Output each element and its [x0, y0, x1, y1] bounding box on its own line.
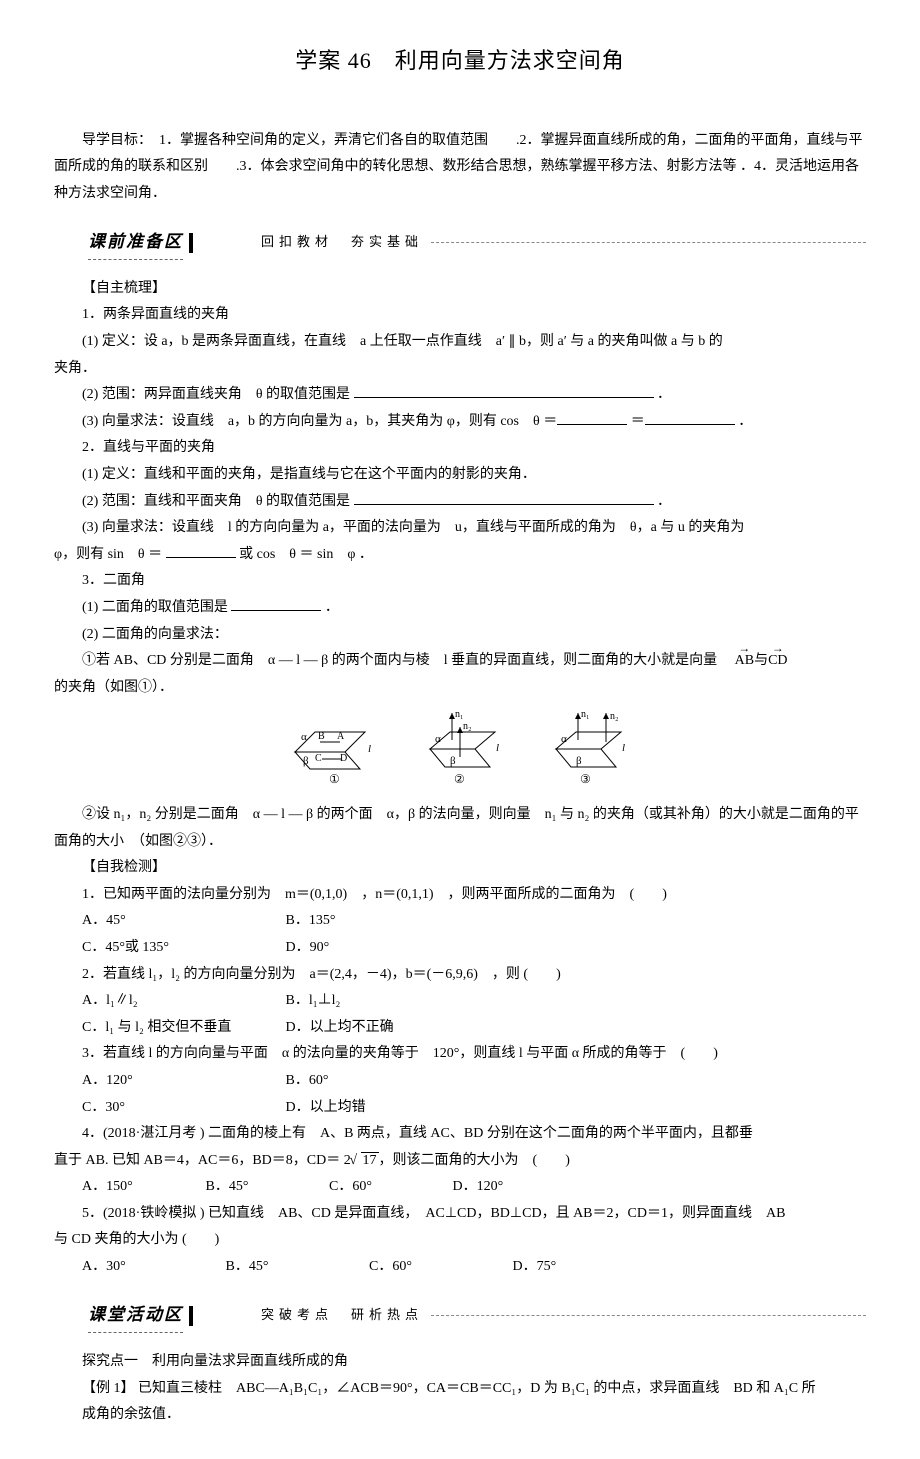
q1-option-d[interactable]: D．90°: [286, 935, 486, 962]
banner-subtitle: 突破考点 研析热点: [261, 1303, 423, 1328]
q2-stem: 2．若直线 l₁，l₂ 的方向向量分别为 a＝(2,4，－4)，b＝(－6,9,…: [82, 962, 866, 989]
s2-range: (2) 范围：直线和平面夹角 θ 的取值范围是 ．: [82, 489, 866, 516]
svg-text:α: α: [301, 731, 307, 743]
banner-classroom: 课堂活动区 突破考点 研析热点: [88, 1299, 866, 1333]
q3-option-b[interactable]: B．60°: [286, 1068, 486, 1095]
q4-option-c[interactable]: C．60°: [329, 1174, 449, 1201]
q4-option-a[interactable]: A．150°: [82, 1174, 202, 1201]
vector-cd: CD: [768, 648, 787, 675]
svg-text:β: β: [303, 755, 309, 767]
q1-option-b[interactable]: B．135°: [286, 908, 486, 935]
s1-def-line1: (1) 定义：设 a，b 是两条异面直线，在直线 a 上任取一点作直线 a′ ∥…: [54, 329, 866, 356]
banner-divider: [189, 1306, 193, 1326]
s2-vector-line1: (3) 向量求法：设直线 l 的方向向量为 a，平面的法向量为 u，直线与平面所…: [54, 515, 866, 542]
banner-dashed-line: [431, 1315, 866, 1316]
svg-text:β: β: [576, 755, 582, 767]
q1-option-c[interactable]: C．45°或 135°: [82, 935, 282, 962]
svg-text:n₁: n₁: [581, 709, 590, 720]
self-check-heading: 【自我检测】: [82, 855, 866, 882]
banner-box-label: 课堂活动区: [88, 1299, 183, 1333]
blank-field[interactable]: [354, 384, 654, 398]
svg-text:α: α: [435, 733, 441, 745]
q2-option-a[interactable]: A．l₁∥l₂: [82, 988, 282, 1015]
section-2-heading: 2．直线与平面的夹角: [82, 435, 866, 462]
s3-range: (1) 二面角的取值范围是 ．: [82, 595, 866, 622]
banner-preclass: 课前准备区 回扣教材 夯实基础: [88, 226, 866, 260]
q1-stem: 1．已知两平面的法向量分别为 m＝(0,1,0) ，n＝(0,1,1) ，则两平…: [82, 882, 866, 909]
section-1-heading: 1．两条异面直线的夹角: [82, 302, 866, 329]
q3-option-d[interactable]: D．以上均错: [286, 1095, 486, 1122]
svg-text:①: ①: [329, 772, 340, 785]
q4-option-d[interactable]: D．120°: [453, 1174, 573, 1201]
diagram-3: α β n₁ n₂ l ③: [526, 707, 636, 785]
svg-text:n₁: n₁: [455, 709, 464, 720]
banner-divider: [189, 233, 193, 253]
q5-option-a[interactable]: A．30°: [82, 1254, 222, 1281]
blank-field[interactable]: [645, 411, 735, 425]
q5-option-b[interactable]: B．45°: [226, 1254, 366, 1281]
q4-stem-line1: 4．(2018·湛江月考 ) 二面角的棱上有 A、B 两点，直线 AC、BD 分…: [54, 1121, 866, 1148]
s3-method-1: ①若 AB、CD 分别是二面角 α — l — β 的两个面内与棱 l 垂直的异…: [54, 648, 866, 675]
svg-text:l: l: [622, 742, 625, 754]
svg-text:l: l: [496, 742, 499, 754]
vector-ab: AB: [735, 648, 754, 675]
example-1-line2: 成角的余弦值．: [82, 1402, 866, 1429]
s3-method-2: ②设 n₁，n₂ 分别是二面角 α — l — β 的两个面 α，β 的法向量，…: [54, 802, 866, 855]
q1-option-a[interactable]: A．45°: [82, 908, 282, 935]
svg-text:α: α: [561, 733, 567, 745]
diagram-1: α β B A C D l ①: [285, 707, 385, 785]
example-1-line1: 【例 1】 已知直三棱柱 ABC—A₁B₁C₁，∠ACB＝90°，CA＝CB＝C…: [82, 1376, 866, 1403]
svg-text:l: l: [368, 743, 371, 755]
q5-option-c[interactable]: C．60°: [369, 1254, 509, 1281]
diagram-2: α β n₁ n₂ l ②: [400, 707, 510, 785]
s1-def-line2: 夹角．: [54, 356, 866, 383]
q5-stem-line2: 与 CD 夹角的大小为 ( ): [54, 1227, 866, 1254]
q2-option-c[interactable]: C．l₁ 与 l₂ 相交但不垂直: [82, 1015, 282, 1042]
q2-option-b[interactable]: B．l₁⊥l₂: [286, 988, 486, 1015]
s2-vector-line2: φ，则有 sin θ ＝ 或 cos θ ＝ sin φ ．: [54, 542, 866, 569]
dihedral-diagrams: α β B A C D l ① α β n₁ n₂ l ② α β n₁ n₂ …: [54, 707, 866, 796]
svg-text:B: B: [318, 731, 325, 742]
s1-vector-method: (3) 向量求法：设直线 a，b 的方向向量为 a，b，其夹角为 φ，则有 co…: [82, 409, 866, 436]
banner-box-label: 课前准备区: [88, 226, 183, 260]
self-study-heading: 【自主梳理】: [82, 276, 866, 303]
q3-option-a[interactable]: A．120°: [82, 1068, 282, 1095]
explore-1-heading: 探究点一 利用向量法求异面直线所成的角: [82, 1349, 866, 1376]
blank-field[interactable]: [231, 597, 321, 611]
q3-stem: 3．若直线 l 的方向向量与平面 α 的法向量的夹角等于 120°，则直线 l …: [82, 1041, 866, 1068]
svg-text:β: β: [450, 755, 456, 767]
svg-text:③: ③: [580, 772, 591, 785]
svg-text:A: A: [337, 731, 345, 742]
svg-text:C: C: [315, 753, 322, 764]
s2-def: (1) 定义：直线和平面的夹角，是指直线与它在这个平面内的射影的夹角．: [82, 462, 866, 489]
intro-paragraph: 导学目标： 1．掌握各种空间角的定义，弄清它们各自的取值范围 .2．掌握异面直线…: [54, 128, 866, 208]
blank-field[interactable]: [557, 411, 627, 425]
svg-text:n₂: n₂: [463, 721, 472, 732]
section-3-heading: 3．二面角: [82, 568, 866, 595]
q5-stem-line1: 5．(2018·铁岭模拟 ) 已知直线 AB、CD 是异面直线， AC⊥CD，B…: [54, 1201, 866, 1228]
q2-option-d[interactable]: D．以上均不正确: [286, 1015, 486, 1042]
blank-field[interactable]: [166, 544, 236, 558]
svg-text:n₂: n₂: [610, 711, 619, 722]
banner-dashed-line: [431, 242, 866, 243]
svg-text:D: D: [340, 753, 347, 764]
page-title: 学案 46 利用向量方法求空间角: [54, 40, 866, 82]
banner-subtitle: 回扣教材 夯实基础: [261, 230, 423, 255]
q5-option-d[interactable]: D．75°: [513, 1254, 653, 1281]
q4-stem-line2: 直于 AB. 已知 AB＝4，AC＝6，BD＝8，CD＝ 217，则该二面角的大…: [54, 1148, 866, 1175]
blank-field[interactable]: [354, 491, 654, 505]
q4-option-b[interactable]: B．45°: [206, 1174, 326, 1201]
s1-range: (2) 范围：两异面直线夹角 θ 的取值范围是 ．: [82, 382, 866, 409]
q3-option-c[interactable]: C．30°: [82, 1095, 282, 1122]
svg-text:②: ②: [454, 772, 465, 785]
s3-method-1b: 的夹角（如图①）．: [54, 675, 866, 702]
